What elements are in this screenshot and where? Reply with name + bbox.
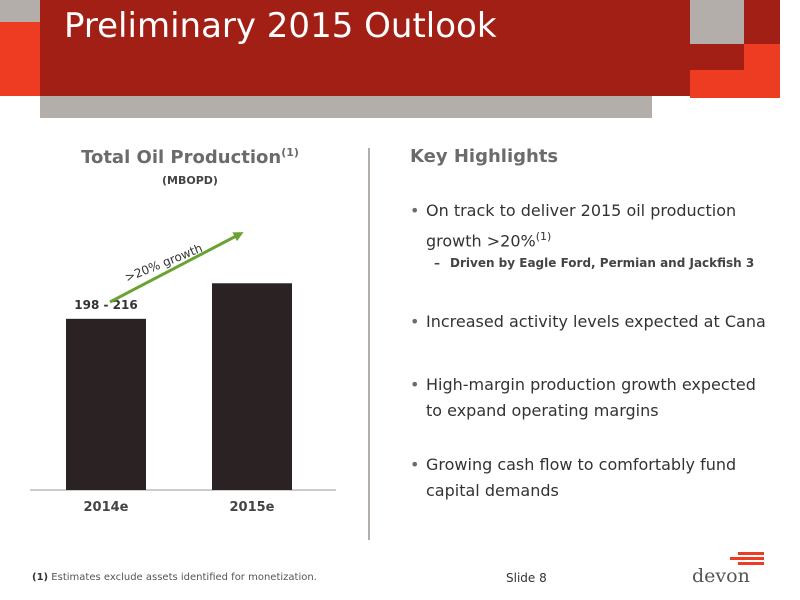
vertical-divider	[368, 148, 370, 540]
growth-arrow	[109, 232, 244, 304]
devon-logo-mark	[730, 552, 764, 565]
dash-glyph: –	[434, 256, 440, 270]
tick-label-2014e: 2014e	[84, 500, 129, 515]
footnote: (1) Estimates exclude assets identified …	[32, 572, 317, 583]
title-banner	[40, 0, 690, 96]
chart-subtitle: (MBOPD)	[162, 174, 218, 187]
bar-2014e	[66, 318, 146, 490]
highlights-title: Key Highlights	[410, 146, 559, 167]
slide-title: Preliminary 2015 Outlook	[64, 6, 497, 46]
highlight-bullet: • On track to deliver 2015 oil productio…	[410, 198, 755, 254]
corner-block-red-left	[0, 22, 40, 96]
bullet-dot: •	[410, 455, 420, 474]
highlight-bullet: • High-margin production growth expected…	[410, 372, 770, 424]
highlight-bullet: • Increased activity levels expected at …	[410, 309, 780, 335]
chart-title: Total Oil Production(1)	[81, 146, 299, 168]
highlight-sub-bullet: – Driven by Eagle Ford, Permian and Jackf…	[434, 256, 755, 270]
oil-production-chart: 2014e 2015e 198 - 216 >20% growth	[30, 232, 336, 515]
highlight-bullet: • Growing cash flow to comfortably fund …	[410, 452, 770, 504]
banner-strip	[40, 96, 652, 118]
growth-annotation: >20% growth	[123, 241, 205, 285]
slide-number: Slide 8	[506, 571, 547, 585]
data-label-2014e: 198 - 216	[74, 298, 137, 312]
corner-block-gray-right	[690, 0, 744, 44]
corner-block-gray	[0, 0, 40, 22]
bullet-dot: •	[410, 312, 420, 331]
corner-block-dark-strip	[690, 44, 744, 70]
bullet-dot: •	[410, 201, 420, 220]
tick-label-2015e: 2015e	[230, 500, 275, 515]
corner-block-dark-right	[744, 0, 780, 44]
bullet-dot: •	[410, 375, 420, 394]
bar-2015e	[212, 283, 292, 490]
devon-logo-text: devon	[692, 565, 750, 587]
